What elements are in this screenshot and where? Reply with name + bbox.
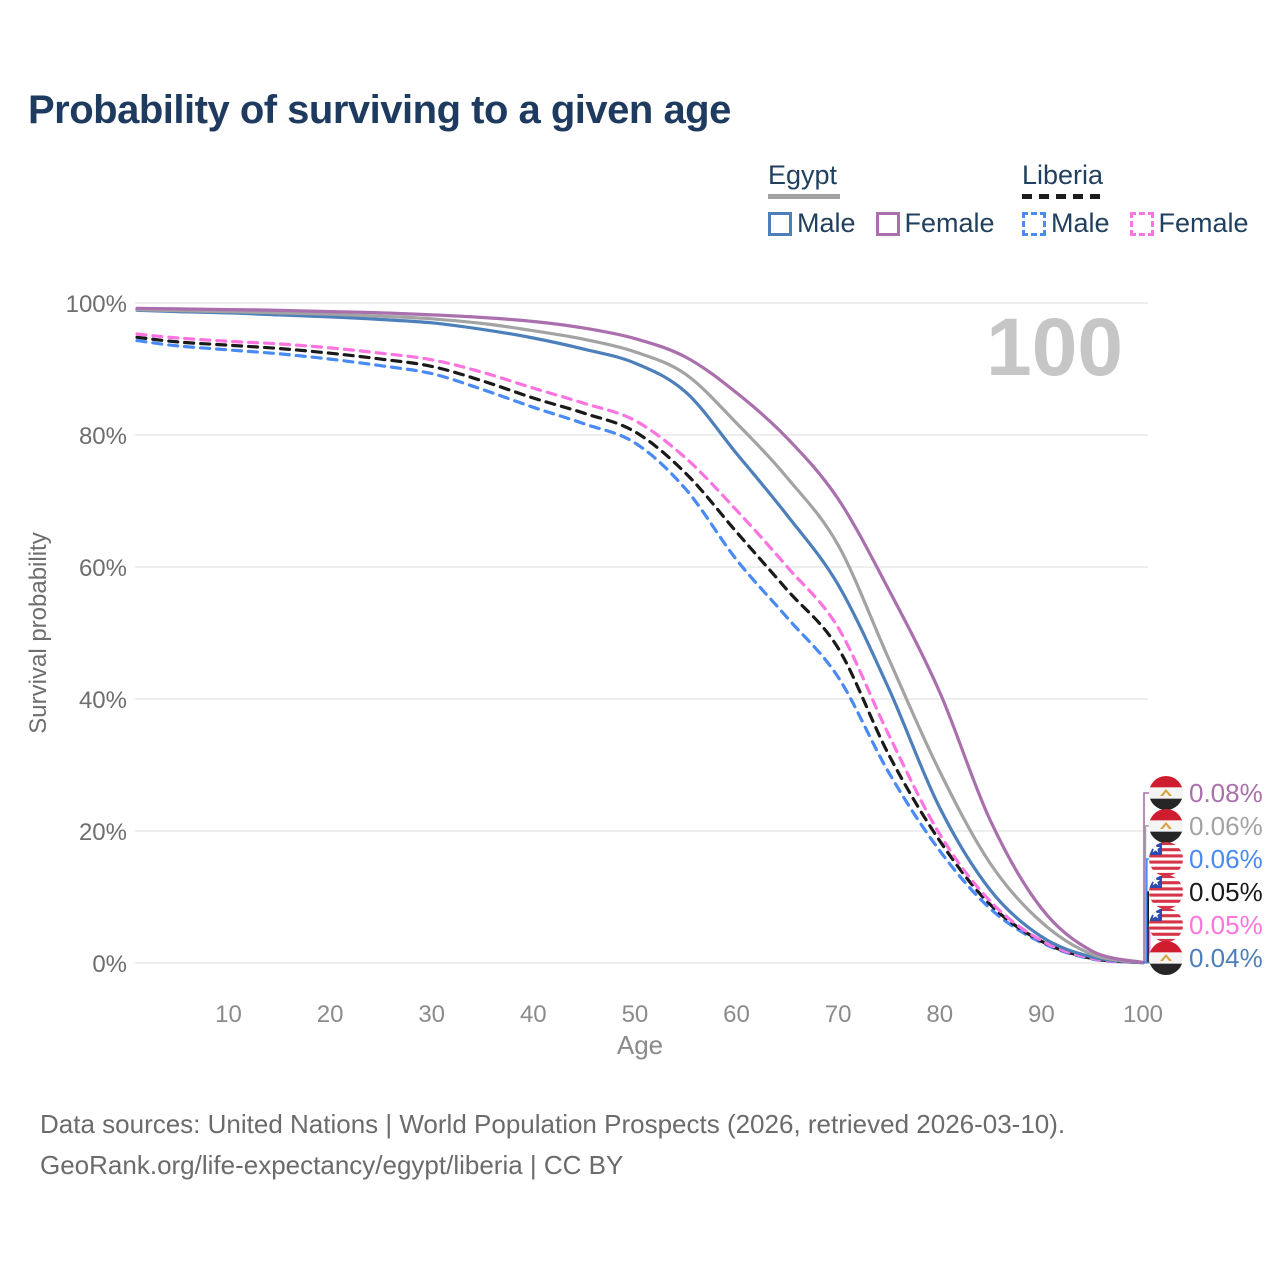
- series-line-egypt-male: [135, 308, 1145, 965]
- y-axis-title: Survival probability: [25, 532, 52, 733]
- x-axis-tick: 20: [317, 1001, 344, 1028]
- end-value-label-liberia-female: 0.05%: [1189, 910, 1263, 940]
- x-axis-tick: 30: [418, 1001, 445, 1028]
- legend-label-egypt-male: Male: [797, 208, 856, 238]
- legend-item-egypt-male[interactable]: Male: [768, 208, 856, 239]
- egypt-male-swatch-icon: [768, 211, 792, 236]
- end-value-label-egypt-both: 0.06%: [1189, 811, 1263, 841]
- legend-label-liberia-male: Male: [1051, 208, 1110, 238]
- legend-country-egypt: Egypt: [768, 160, 838, 190]
- end-value-label-egypt-male: 0.04%: [1189, 943, 1263, 973]
- liberia-female-swatch-icon: [1129, 211, 1154, 236]
- y-axis-tick: 80%: [79, 423, 127, 450]
- y-axis-tick: 20%: [79, 819, 127, 846]
- liberia-flag-icon: [1149, 875, 1183, 909]
- egypt-flag-icon: [1149, 941, 1183, 975]
- x-axis-tick: 80: [926, 1001, 953, 1028]
- legend-country-liberia: Liberia: [1022, 160, 1104, 190]
- y-axis-tick: 0%: [92, 951, 127, 978]
- attribution-line: GeoRank.org/life-expectancy/egypt/liberi…: [40, 1150, 624, 1180]
- series-line-egypt-female: [135, 306, 1145, 965]
- y-axis-tick: 100%: [66, 291, 127, 318]
- page-title: Probability of surviving to a given age: [28, 88, 731, 132]
- legend-group-egypt: Egypt Male Female: [768, 160, 1015, 239]
- x-axis-tick: 90: [1028, 1001, 1055, 1028]
- liberia-flag-icon: [1149, 842, 1183, 876]
- legend-label-liberia-female: Female: [1158, 208, 1249, 238]
- legend-item-egypt-female[interactable]: Female: [875, 208, 995, 239]
- x-axis-tick: 40: [520, 1001, 547, 1028]
- y-axis-tick: 60%: [79, 555, 127, 582]
- x-axis-tick: 70: [825, 1001, 852, 1028]
- legend-item-liberia-female[interactable]: Female: [1129, 208, 1249, 239]
- series-line-liberia-female: [135, 332, 1145, 965]
- egypt-flag-icon: [1149, 776, 1183, 810]
- x-axis-tick: 50: [622, 1001, 649, 1028]
- egypt-flag-icon: [1149, 809, 1183, 843]
- series-line-liberia-male: [135, 339, 1145, 965]
- end-value-label-liberia-male: 0.06%: [1189, 844, 1263, 874]
- data-sources-line: Data sources: United Nations | World Pop…: [40, 1109, 1066, 1139]
- x-axis-tick: 100: [1123, 1001, 1163, 1028]
- end-value-label-egypt-female: 0.08%: [1189, 778, 1263, 808]
- x-axis-tick: 60: [723, 1001, 750, 1028]
- y-axis-tick: 40%: [79, 687, 127, 714]
- legend-label-egypt-female: Female: [904, 208, 995, 238]
- footer: Data sources: United Nations | World Pop…: [40, 1104, 1065, 1186]
- series-line-liberia-both: [135, 335, 1145, 965]
- egypt-average-line-swatch: [768, 194, 840, 199]
- age-watermark: 100: [986, 302, 1123, 393]
- legend-item-liberia-male[interactable]: Male: [1022, 208, 1110, 239]
- legend-group-liberia: Liberia Male Female: [1022, 160, 1269, 239]
- x-axis-tick: 10: [215, 1001, 242, 1028]
- liberia-male-swatch-icon: [1022, 211, 1046, 236]
- x-axis-title: Age: [617, 1030, 663, 1060]
- egypt-female-swatch-icon: [875, 211, 900, 236]
- series-line-egypt-both: [135, 308, 1145, 965]
- liberia-average-line-swatch: [1022, 194, 1102, 199]
- end-value-label-liberia-both: 0.05%: [1189, 877, 1263, 907]
- liberia-flag-icon: [1149, 908, 1183, 942]
